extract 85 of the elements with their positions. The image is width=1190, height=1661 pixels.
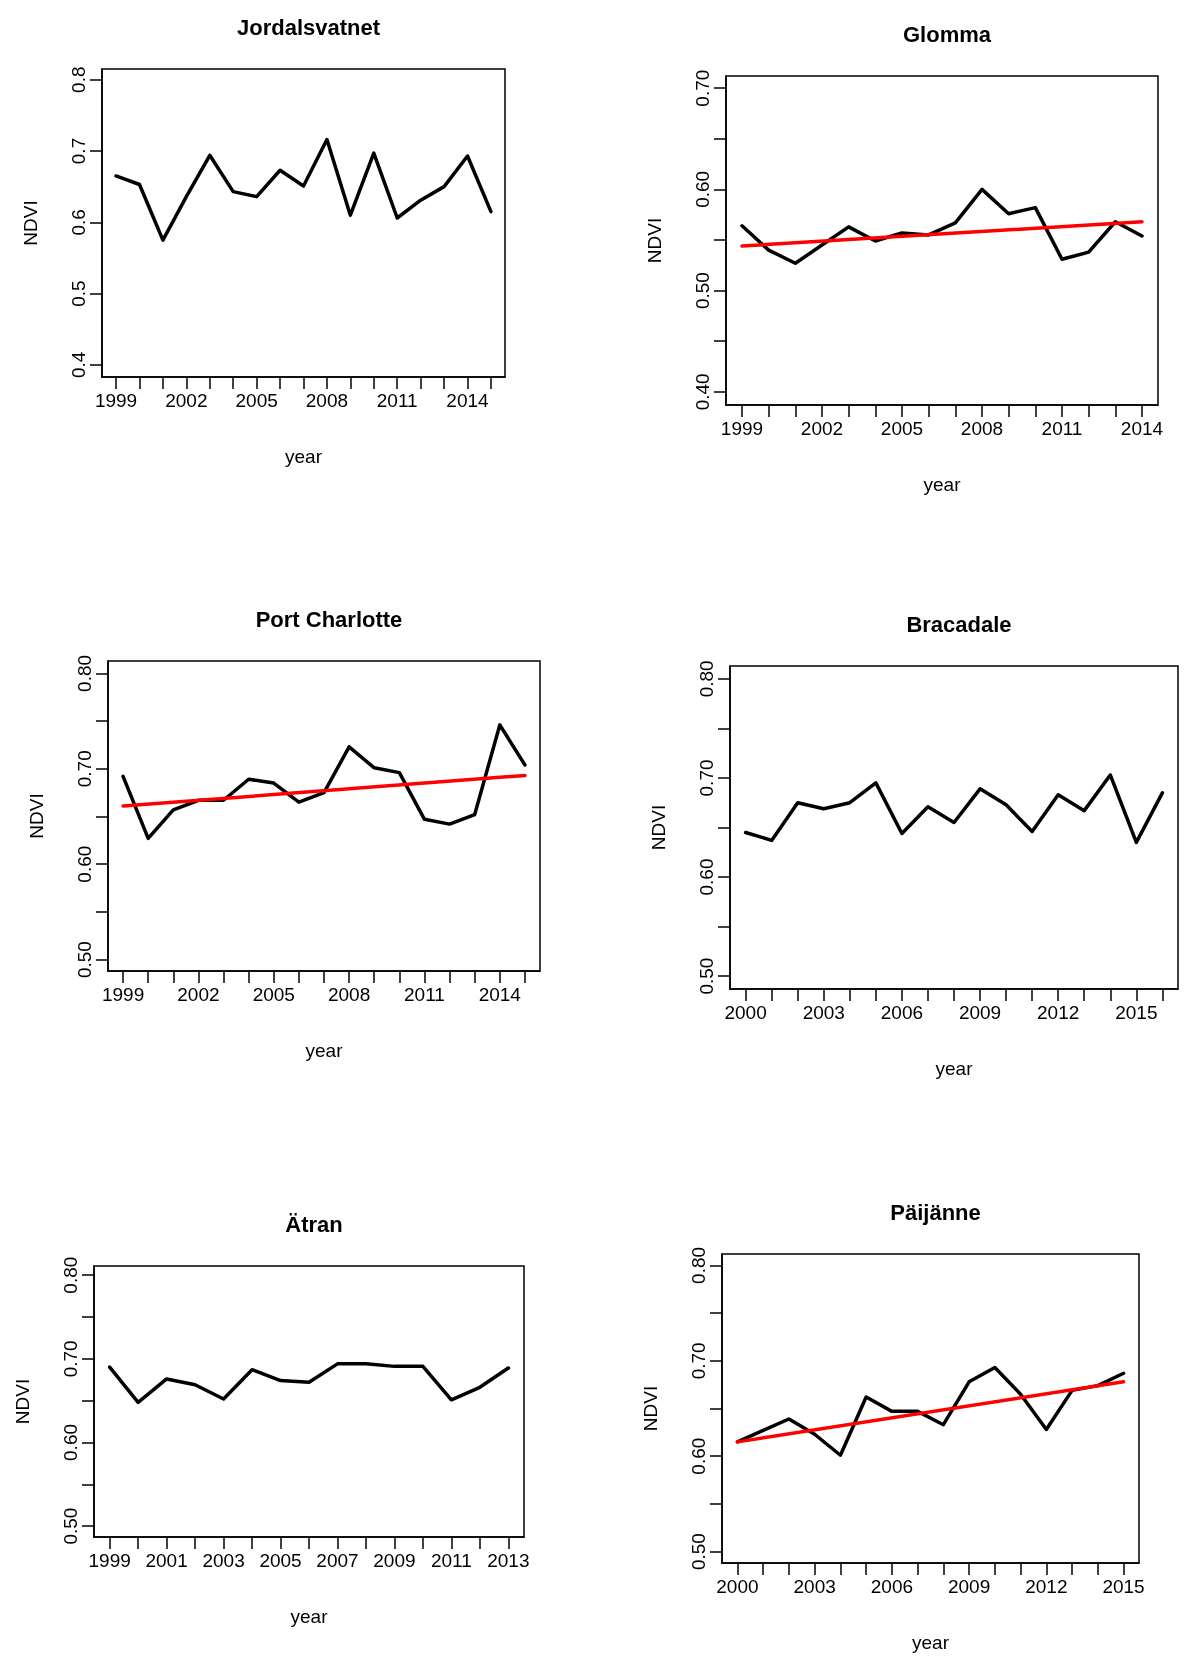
x-tick-label: 2003 xyxy=(802,1002,845,1023)
y-tick-label: 0.70 xyxy=(692,69,713,107)
x-tick-label: 2008 xyxy=(305,390,349,411)
y-tick-label: 0.60 xyxy=(692,170,713,208)
y-tick-label: 0.70 xyxy=(60,1340,81,1378)
x-axis-title: year xyxy=(912,1632,950,1653)
y-tick-label: 0.60 xyxy=(696,858,717,896)
y-tick-label: 0.8 xyxy=(68,66,89,93)
line-series xyxy=(107,1362,511,1405)
x-tick-label: 2012 xyxy=(1037,1002,1080,1023)
x-axis-title: year xyxy=(305,1040,344,1061)
x-tick-label: 2015 xyxy=(1102,1576,1145,1597)
x-tick-label: 2003 xyxy=(202,1550,245,1571)
y-tick-label: 0.80 xyxy=(60,1256,81,1294)
chart-title: Glomma xyxy=(902,21,992,47)
line-series xyxy=(114,137,493,242)
x-axis-title: year xyxy=(290,1606,329,1627)
y-tick-label: 0.7 xyxy=(68,137,89,165)
x-tick-label: 2014 xyxy=(1120,418,1164,439)
chart-title: Ätran xyxy=(285,1211,343,1237)
y-axis-title: NDVI xyxy=(12,1378,33,1425)
y-tick-label: 0.50 xyxy=(688,1533,709,1571)
chart-title: Päijänne xyxy=(890,1199,981,1225)
y-tick-label: 0.5 xyxy=(68,280,89,307)
x-tick-label: 2002 xyxy=(800,418,844,439)
y-tick-label: 0.70 xyxy=(74,750,95,788)
x-axis-title: year xyxy=(285,446,323,467)
line-series xyxy=(743,773,1165,845)
x-tick-label: 2011 xyxy=(1041,418,1083,439)
x-axis-title: year xyxy=(923,474,962,495)
x-tick-label: 2005 xyxy=(880,418,924,439)
y-tick-label: 0.70 xyxy=(696,759,717,797)
y-tick-label: 0.60 xyxy=(74,845,95,883)
x-tick-label: 2005 xyxy=(259,1550,302,1571)
x-tick-label: 2011 xyxy=(404,984,445,1005)
chart-title: Port Charlotte xyxy=(255,606,403,632)
x-tick-label: 1999 xyxy=(720,418,764,439)
x-tick-label: 2005 xyxy=(252,984,295,1005)
x-tick-label: 2008 xyxy=(960,418,1004,439)
y-tick-label: 0.40 xyxy=(692,373,713,411)
x-axis-title: year xyxy=(935,1058,974,1079)
x-tick-label: 2000 xyxy=(716,1576,759,1597)
x-tick-label: 1999 xyxy=(94,390,138,411)
y-tick-label: 0.4 xyxy=(68,351,89,379)
y-tick-label: 0.60 xyxy=(60,1423,81,1461)
x-tick-label: 2006 xyxy=(880,1002,924,1023)
y-tick-label: 0.60 xyxy=(688,1437,709,1475)
x-tick-label: 2002 xyxy=(177,984,220,1005)
y-tick-label: 0.50 xyxy=(696,957,717,995)
x-tick-label: 2013 xyxy=(487,1550,530,1571)
x-tick-label: 2000 xyxy=(724,1002,767,1023)
x-tick-label: 1999 xyxy=(101,984,145,1005)
x-tick-label: 2009 xyxy=(373,1550,416,1571)
x-tick-label: 2011 xyxy=(376,390,418,411)
y-tick-label: 0.80 xyxy=(688,1246,709,1284)
y-tick-label: 0.80 xyxy=(74,654,95,692)
x-tick-label: 2009 xyxy=(958,1002,1002,1023)
y-tick-label: 0.80 xyxy=(696,660,717,698)
y-axis-title: NDVI xyxy=(26,793,47,839)
y-tick-label: 0.6 xyxy=(68,209,89,236)
y-axis-title: NDVI xyxy=(648,804,669,851)
x-tick-label: 2009 xyxy=(947,1576,991,1597)
y-axis-title: NDVI xyxy=(20,200,41,246)
x-tick-label: 2005 xyxy=(235,390,278,411)
chart-title: Bracadale xyxy=(906,611,1012,637)
y-tick-label: 0.50 xyxy=(692,272,713,310)
line-series xyxy=(121,723,527,841)
x-tick-label: 2012 xyxy=(1025,1576,1068,1597)
x-tick-label: 2011 xyxy=(430,1550,472,1571)
y-axis-title: NDVI xyxy=(640,1385,661,1432)
x-tick-label: 2008 xyxy=(327,984,371,1005)
x-tick-label: 2014 xyxy=(446,390,490,411)
y-tick-label: 0.70 xyxy=(688,1342,709,1380)
y-tick-label: 0.50 xyxy=(60,1507,81,1545)
x-tick-label: 2014 xyxy=(478,984,522,1005)
x-tick-label: 2001 xyxy=(145,1550,188,1571)
x-tick-label: 2006 xyxy=(870,1576,914,1597)
x-tick-label: 2015 xyxy=(1115,1002,1158,1023)
x-tick-label: 2003 xyxy=(793,1576,836,1597)
y-axis-title: NDVI xyxy=(644,217,665,264)
x-tick-label: 2007 xyxy=(316,1550,359,1571)
x-tick-label: 1999 xyxy=(88,1550,131,1571)
y-tick-label: 0.50 xyxy=(74,941,95,979)
chart-title: Jordalsvatnet xyxy=(236,14,381,40)
x-tick-label: 2002 xyxy=(165,390,208,411)
